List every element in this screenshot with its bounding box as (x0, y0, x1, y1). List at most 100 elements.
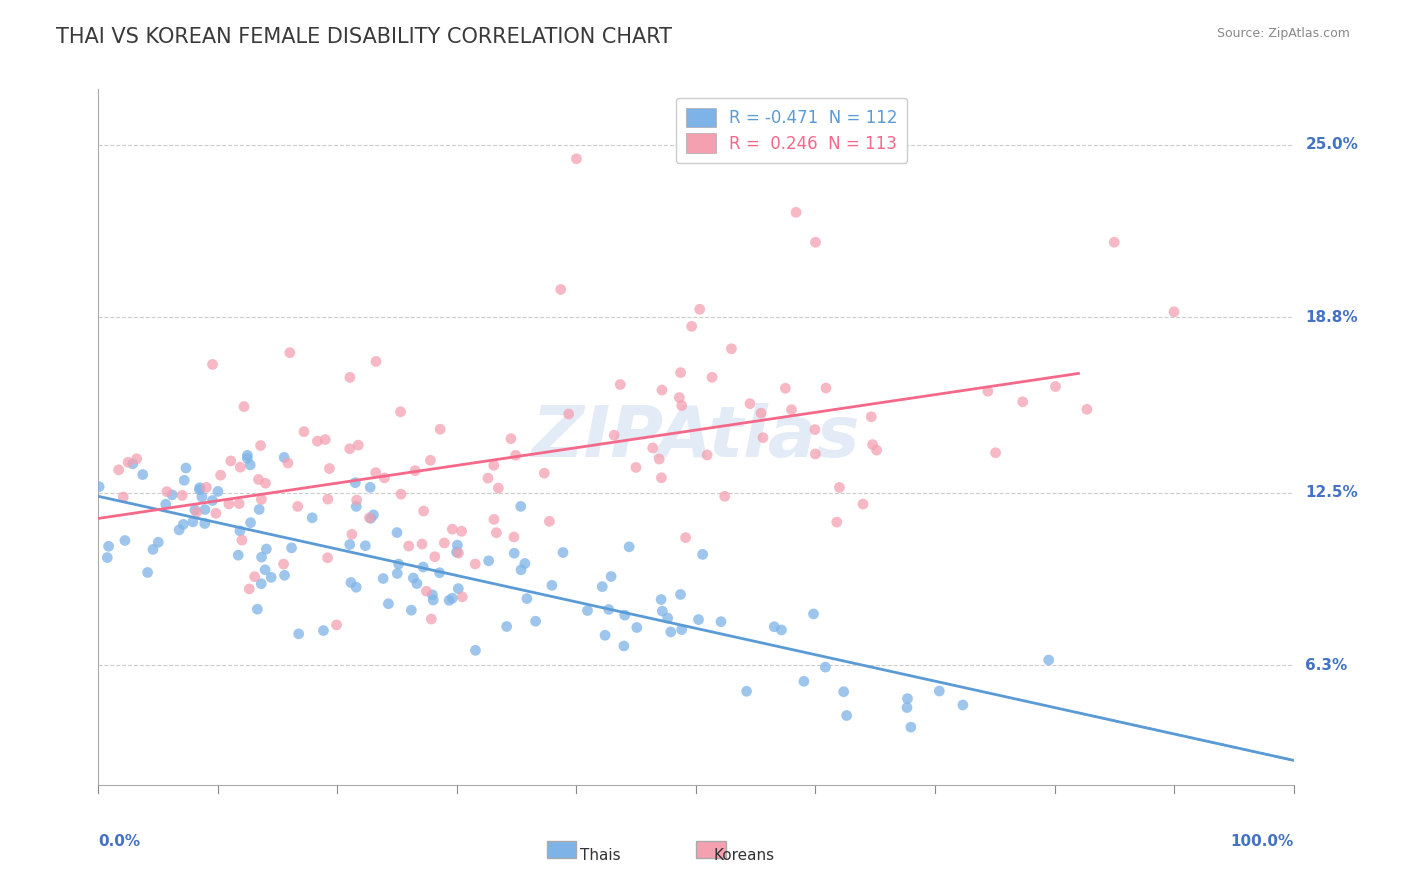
Point (720, 342, 742, 356)
Point (659, 624, 682, 639)
Point (482, 512, 505, 526)
Point (447, 546, 470, 560)
Point (713, 489, 735, 503)
Text: 100.0%: 100.0% (1230, 834, 1294, 848)
Point (97, 539, 120, 553)
Point (785, 205, 807, 219)
Point (675, 531, 697, 545)
Point (273, 557, 295, 571)
Point (1104, 235, 1126, 250)
Text: ZIPAtlas: ZIPAtlas (531, 402, 860, 472)
Point (814, 660, 837, 674)
Point (464, 557, 486, 571)
Point (557, 407, 579, 421)
Point (814, 381, 837, 395)
Point (174, 461, 197, 475)
Point (194, 516, 217, 531)
Point (89, 480, 111, 494)
Point (239, 458, 262, 472)
Point (363, 508, 385, 522)
Point (260, 570, 283, 584)
Point (613, 608, 636, 623)
Point (359, 480, 381, 494)
Point (188, 483, 211, 497)
Point (651, 383, 673, 397)
Point (287, 500, 309, 514)
Point (804, 447, 827, 461)
Point (411, 537, 433, 551)
Point (541, 578, 564, 592)
Point (770, 623, 793, 637)
Point (804, 235, 827, 250)
Point (593, 628, 616, 642)
Point (477, 471, 499, 485)
Point (404, 464, 426, 478)
Point (671, 399, 693, 413)
Point (325, 618, 347, 632)
Point (236, 448, 259, 462)
Point (865, 443, 887, 458)
Point (422, 588, 444, 602)
Point (668, 391, 690, 405)
Point (218, 497, 240, 511)
Point (346, 493, 368, 508)
Point (952, 698, 974, 712)
Point (446, 538, 468, 552)
Point (344, 500, 367, 514)
Point (314, 433, 336, 447)
Text: 6.3%: 6.3% (1306, 657, 1348, 673)
Point (107, 463, 129, 477)
Legend: R = -0.471  N = 112, R =  0.246  N = 113: R = -0.471 N = 112, R = 0.246 N = 113 (676, 97, 907, 162)
Point (239, 516, 262, 530)
Point (280, 541, 302, 555)
Point (513, 557, 536, 571)
Point (825, 515, 848, 529)
Point (160, 488, 183, 502)
Point (763, 620, 786, 634)
Point (591, 580, 613, 594)
Point (219, 454, 242, 468)
Point (495, 619, 517, 633)
Point (420, 612, 443, 626)
Point (205, 506, 228, 520)
Point (156, 484, 179, 499)
Text: 0.0%: 0.0% (98, 834, 141, 848)
Point (401, 603, 423, 617)
Point (344, 580, 367, 594)
Point (450, 524, 472, 539)
Point (373, 471, 395, 485)
Point (247, 502, 270, 516)
Point (238, 582, 260, 596)
Point (478, 554, 501, 568)
Point (201, 358, 224, 372)
Point (229, 460, 252, 475)
Point (1076, 402, 1098, 417)
Point (359, 510, 381, 524)
Point (301, 510, 323, 524)
Point (671, 623, 693, 637)
Point (710, 615, 733, 629)
Point (121, 457, 143, 471)
Point (451, 590, 474, 604)
Point (1038, 653, 1060, 667)
Point (277, 456, 299, 470)
Point (464, 643, 486, 657)
Point (669, 366, 692, 380)
Point (928, 684, 950, 698)
Point (603, 428, 626, 442)
Point (565, 152, 588, 166)
Point (339, 370, 361, 384)
Point (201, 493, 224, 508)
Point (364, 466, 387, 480)
Point (250, 550, 273, 565)
Point (172, 488, 194, 502)
Point (364, 354, 387, 368)
Point (136, 566, 159, 580)
Point (780, 402, 803, 417)
Text: 18.8%: 18.8% (1306, 310, 1358, 325)
Point (509, 500, 531, 514)
Point (292, 425, 315, 439)
Point (340, 575, 363, 590)
Point (233, 400, 256, 414)
Point (125, 451, 148, 466)
